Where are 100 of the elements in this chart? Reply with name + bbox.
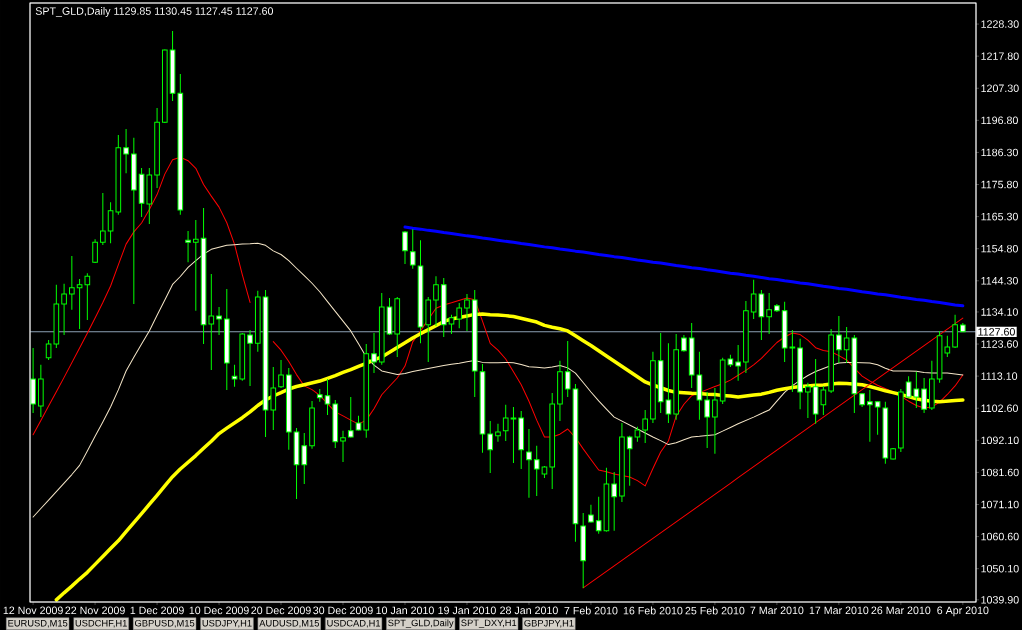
candlestick (743, 300, 749, 374)
y-tick-label: 1228.30 (981, 20, 1019, 28)
candlestick (247, 329, 253, 387)
y-tick-label: 1102.60 (981, 404, 1018, 412)
x-tick-label: 10 Jan 2010 (376, 606, 434, 615)
y-tick-label: 1175.80 (981, 180, 1018, 189)
y-tick-label: 1144.30 (981, 277, 1018, 285)
candlestick (557, 360, 563, 422)
candlestick (386, 297, 393, 336)
candlestick (324, 378, 331, 416)
y-tick-label: 1050.10 (981, 564, 1019, 573)
x-tick-label: 22 Nov 2009 (65, 606, 125, 615)
candlestick (960, 322, 966, 333)
x-tick-label: 1 Dec 2009 (130, 606, 184, 615)
candlestick (828, 328, 834, 394)
candlestick (952, 314, 958, 349)
x-tick-label: 6 Apr 2010 (937, 606, 989, 617)
candlestick (371, 332, 377, 374)
candlestick (38, 364, 44, 418)
y-tick-label: 1113.10 (981, 372, 1018, 380)
candlestick (464, 293, 470, 332)
candlestick (673, 333, 679, 421)
candlestick (766, 292, 772, 335)
candlestick (735, 344, 741, 382)
text: EURUSD,M15 (8, 619, 68, 628)
candlestick (185, 230, 191, 263)
chart-title: SPT_GLD,Daily 1129.85 1130.45 1127.45 1127.60 (35, 7, 274, 17)
candlestick (378, 292, 385, 366)
x-tick-label: 28 Jan 2010 (500, 606, 558, 615)
y-tick-label: 1092.10 (981, 436, 1019, 445)
y-tick-label: 1217.80 (981, 52, 1019, 60)
candlestick (805, 382, 811, 419)
candlestick (588, 504, 594, 524)
text: GBPUSD,M15 (135, 619, 195, 628)
y-tick-label: 1039.90 (981, 596, 1019, 604)
candlestick (216, 306, 222, 336)
candlestick (355, 415, 362, 432)
text: USDCAD,H1 (327, 619, 381, 628)
x-tick-label: 17 Mar 2010 (809, 606, 869, 615)
x-tick-label: 26 Mar 2010 (871, 606, 931, 615)
text: USDCHF,H1 (75, 619, 127, 628)
candlestick (681, 334, 687, 353)
y-tick-label: 1154.80 (981, 244, 1018, 253)
candlestick (611, 471, 618, 532)
candlestick (526, 428, 532, 499)
candlestick (797, 338, 803, 410)
candlestick (92, 238, 98, 264)
candlestick (254, 290, 261, 353)
candlestick (425, 296, 432, 363)
x-tick-label: 30 Dec 2009 (313, 606, 373, 615)
y-tick-label: 1207.30 (981, 84, 1019, 93)
x-tick-label: 19 Jan 2010 (438, 606, 496, 615)
candlestick (495, 423, 501, 443)
candlestick (448, 314, 455, 335)
x-tick-label: 7 Mar 2010 (750, 606, 804, 615)
candlestick (433, 275, 439, 327)
y-tick-label: 1071.10 (981, 500, 1019, 509)
candlestick (223, 288, 230, 391)
candlestick (363, 343, 370, 439)
candlestick (867, 389, 873, 443)
candlestick (394, 296, 401, 358)
x-tick-label: 20 Dec 2009 (251, 606, 311, 615)
text: SPT_GLD,Daily (388, 619, 454, 629)
y-tick-label: 1123.60 (981, 340, 1018, 348)
candlestick (332, 399, 339, 449)
x-tick-label: 25 Feb 2010 (685, 606, 745, 615)
candlestick (285, 367, 292, 451)
candlestick (161, 48, 168, 124)
candlestick (409, 228, 416, 270)
candlestick (456, 302, 463, 329)
candlestick (61, 283, 67, 336)
text: GBPJPY,H1 (524, 619, 574, 628)
x-tick-label: 16 Feb 2010 (623, 606, 683, 615)
y-tick-label: 1134.10 (981, 308, 1018, 316)
candlestick (316, 388, 323, 403)
candlestick (487, 420, 494, 474)
text: USDJPY,H1 (202, 619, 252, 628)
candlestick (704, 391, 710, 449)
candlestick (402, 230, 408, 265)
y-tick-label: 1060.60 (981, 532, 1019, 541)
text: AUDUSD,M15 (259, 619, 319, 628)
candlestick (642, 409, 648, 444)
candlestick (69, 255, 75, 311)
candlestick (154, 107, 160, 189)
x-tick-label: 12 Nov 2009 (3, 606, 63, 615)
candlestick (619, 422, 625, 503)
candlestick (890, 447, 896, 461)
candlestick (836, 315, 842, 364)
candlestick (123, 128, 129, 174)
candlestick (417, 239, 424, 344)
candlestick (131, 137, 137, 305)
candlestick (440, 277, 447, 338)
candlestick (100, 192, 106, 246)
candlestick (650, 351, 656, 424)
y-tick-label: 1186.30 (981, 148, 1018, 157)
candlestick (309, 400, 315, 450)
candlestick (549, 392, 556, 490)
candlestick (921, 377, 927, 414)
ref-line-label: 1127.60 (978, 328, 1015, 336)
y-tick-label: 1165.30 (981, 212, 1018, 221)
